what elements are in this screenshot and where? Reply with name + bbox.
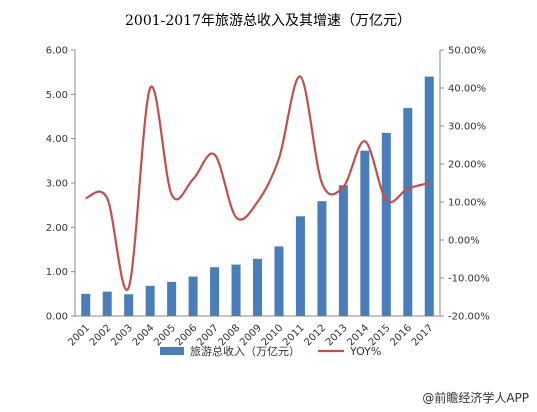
bar bbox=[403, 108, 413, 317]
x-tick-label: 2001 bbox=[66, 323, 92, 349]
y-right-tick-label: 30.00% bbox=[448, 122, 486, 133]
legend-label-line: YOY% bbox=[349, 345, 381, 358]
x-tick-label: 2005 bbox=[152, 323, 178, 349]
yoy-line bbox=[85, 75, 430, 291]
y-left-tick-label: 1.00 bbox=[46, 267, 68, 278]
x-tick-label: 2017 bbox=[410, 323, 436, 349]
y-right-tick-label: 40.00% bbox=[448, 84, 486, 95]
y-left-tick-label: 5.00 bbox=[46, 90, 68, 101]
bar bbox=[231, 264, 241, 316]
bar bbox=[167, 281, 177, 316]
x-tick-label: 2002 bbox=[88, 323, 114, 349]
axes: 0.00 1.00 2.00 3.00 4.00 5.00 6.00 -20.00% -10.0… bbox=[46, 46, 490, 349]
bar bbox=[274, 246, 284, 316]
y-right-tick-label: 50.00% bbox=[448, 46, 486, 57]
bar bbox=[381, 132, 391, 316]
bar bbox=[102, 291, 112, 316]
y-left-tick-label: 6.00 bbox=[46, 46, 68, 57]
bar bbox=[338, 185, 348, 316]
x-tick-label: 2016 bbox=[388, 323, 414, 349]
bar bbox=[145, 285, 155, 316]
bar bbox=[424, 76, 434, 316]
y-right-tick-label: 20.00% bbox=[448, 160, 486, 171]
y-right-tick-label: 10.00% bbox=[448, 198, 486, 209]
legend: 旅游总收入（万亿元） YOY% bbox=[160, 344, 381, 358]
legend-label-bar: 旅游总收入（万亿元） bbox=[190, 344, 300, 358]
bar bbox=[124, 294, 134, 316]
bar bbox=[317, 201, 327, 316]
bar bbox=[295, 216, 305, 316]
line-series bbox=[85, 75, 430, 291]
legend-swatch-bar bbox=[160, 347, 184, 355]
chart-title: 2001-2017年旅游总收入及其增速（万亿元） bbox=[125, 13, 411, 29]
source-credit: @前瞻经济学人APP bbox=[422, 391, 529, 405]
bar bbox=[210, 267, 220, 316]
x-tick-label: 2003 bbox=[109, 323, 135, 349]
x-tick-label: 2012 bbox=[302, 323, 328, 349]
bar bbox=[81, 293, 91, 316]
bar bbox=[360, 150, 370, 316]
y-right-tick-label: -10.00% bbox=[448, 274, 490, 285]
y-left-tick-label: 2.00 bbox=[46, 223, 68, 234]
bar-series bbox=[81, 76, 434, 317]
bar bbox=[188, 276, 198, 316]
y-right-tick-label: 0.00% bbox=[448, 236, 480, 247]
y-left-tick-label: 4.00 bbox=[46, 134, 68, 145]
y-left-tick-label: 0.00 bbox=[46, 312, 68, 323]
y-left-tick-label: 3.00 bbox=[46, 179, 68, 190]
y-right-tick-label: -20.00% bbox=[448, 312, 490, 323]
x-tick-label: 2013 bbox=[324, 323, 350, 349]
x-tick-label: 2004 bbox=[131, 323, 157, 349]
bar bbox=[252, 258, 263, 316]
